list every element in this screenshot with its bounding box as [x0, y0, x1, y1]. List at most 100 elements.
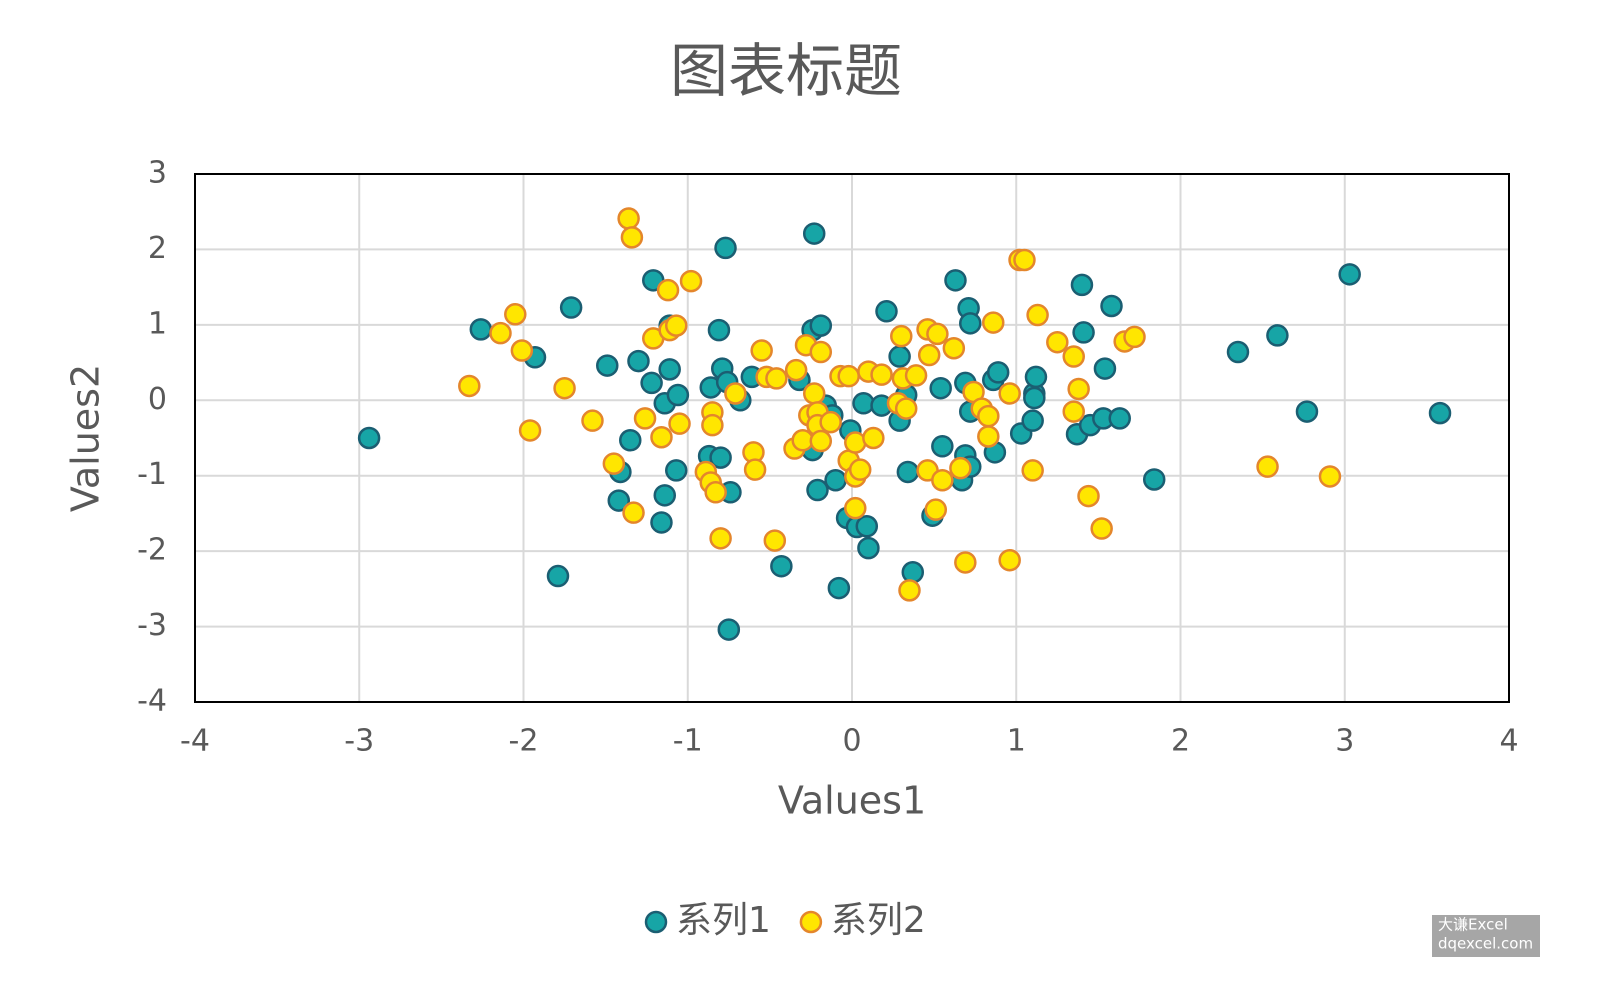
scatter-point: [1428, 401, 1452, 425]
scatter-point: [929, 376, 952, 400]
scatter-point: [898, 579, 921, 602]
y-tick-label: 0: [148, 382, 167, 417]
scatter-point: [665, 314, 688, 337]
scatter-point: [844, 496, 867, 520]
x-tick-label: 0: [842, 724, 861, 759]
scatter-point: [1108, 407, 1131, 430]
scatter-point: [650, 425, 673, 449]
scatter-point: [666, 383, 690, 407]
scatter-point: [1318, 465, 1342, 488]
scatter-point: [819, 410, 842, 434]
chart-title: 图表标题: [670, 37, 902, 105]
scatter-point: [714, 236, 737, 260]
legend-label: 系列2: [831, 900, 926, 941]
scatter-point: [1024, 365, 1048, 389]
scatter-point: [857, 536, 880, 560]
scatter-point: [704, 481, 727, 504]
scatter-point: [784, 358, 808, 382]
scatter-point: [959, 312, 982, 335]
scatter-point: [724, 382, 747, 405]
scatter-point: [998, 548, 1021, 572]
scatter-point: [559, 296, 583, 319]
scatter-point: [458, 374, 481, 398]
scatter-point: [1046, 330, 1069, 354]
scatter-point: [852, 392, 875, 415]
scatter-point: [763, 529, 787, 552]
scatter-point: [844, 431, 867, 454]
scatter-point: [1123, 325, 1146, 349]
scatter-point: [890, 324, 913, 348]
watermark-box: [1432, 915, 1540, 957]
scatter-point: [931, 435, 954, 458]
scatter-point: [1077, 484, 1100, 508]
scatter-point: [986, 361, 1010, 384]
scatter-point: [949, 456, 972, 480]
scatter-point: [855, 515, 879, 538]
scatter-point: [658, 358, 681, 381]
scatter-point: [581, 409, 604, 432]
scatter-point: [665, 459, 688, 482]
scatter-point: [1070, 273, 1094, 297]
plot-border: [194, 173, 1510, 703]
scatter-point: [619, 429, 642, 452]
scatter-point: [888, 345, 911, 368]
scatter-point: [862, 426, 885, 450]
scatter-point: [998, 382, 1021, 405]
y-tick-label: -1: [137, 457, 167, 492]
scatter-point: [709, 446, 732, 469]
scatter-point: [750, 339, 773, 362]
scatter-point: [1256, 455, 1279, 478]
scatter-point: [806, 478, 829, 502]
scatter-point: [837, 364, 860, 388]
y-axis-title: Values2: [64, 364, 108, 512]
scatter-point: [620, 226, 644, 249]
scatter-point: [743, 458, 767, 481]
scatter-point: [770, 554, 793, 578]
watermark: dqexcel.com: [1438, 935, 1533, 953]
scatter-point: [489, 321, 512, 345]
scatter-point: [894, 397, 918, 420]
watermark: 大谦Excel: [1438, 916, 1508, 934]
scatter-point: [824, 468, 847, 492]
scatter-point: [1093, 357, 1117, 380]
scatter-point: [650, 511, 673, 534]
scatter-point: [1142, 468, 1166, 491]
x-tick-label: -3: [344, 724, 374, 759]
scatter-point: [504, 303, 527, 326]
scatter-point: [656, 278, 680, 302]
scatter-point: [1100, 294, 1123, 318]
scatter-point: [848, 458, 872, 481]
scatter-point: [469, 318, 493, 341]
scatter-point: [596, 354, 619, 377]
scatter-point: [802, 222, 826, 245]
x-tick-label: -2: [509, 724, 539, 759]
scatter-point: [1226, 340, 1250, 364]
x-tick-label: 3: [1335, 724, 1354, 759]
scatter-point: [640, 371, 663, 395]
y-tick-label: 2: [148, 231, 167, 266]
scatter-point: [954, 551, 977, 574]
scatter-point: [1013, 248, 1036, 272]
scatter-point: [1338, 263, 1361, 286]
scatter-point: [1062, 345, 1085, 368]
scatter-point: [622, 501, 645, 524]
scatter-point: [944, 269, 967, 292]
x-tick-label: -1: [673, 724, 703, 759]
legend-marker: [799, 910, 823, 934]
scatter-point: [875, 300, 898, 323]
scatter-point: [1023, 386, 1046, 410]
scatter-point: [809, 429, 833, 453]
scatter-point: [717, 618, 741, 641]
scatter-point: [627, 349, 650, 373]
scatter-point: [977, 425, 1000, 448]
scatter-point: [809, 314, 833, 337]
scatter-point: [1072, 321, 1095, 344]
scatter-point: [1090, 517, 1113, 540]
y-tick-label: 3: [148, 156, 167, 191]
scatter-point: [1067, 377, 1090, 401]
x-axis-title: Values1: [778, 779, 926, 823]
x-tick-label: -4: [180, 724, 210, 759]
y-tick-label: -3: [137, 608, 167, 643]
y-tick-label: -2: [137, 533, 167, 568]
